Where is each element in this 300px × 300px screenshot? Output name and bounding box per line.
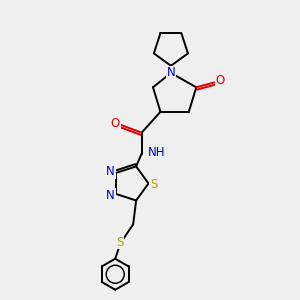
Text: NH: NH	[148, 146, 165, 160]
Text: O: O	[111, 117, 120, 130]
Text: N: N	[106, 189, 115, 202]
Text: N: N	[106, 165, 115, 178]
Text: N: N	[167, 67, 175, 80]
Text: O: O	[216, 74, 225, 87]
Text: S: S	[116, 236, 124, 249]
Text: S: S	[150, 178, 158, 190]
